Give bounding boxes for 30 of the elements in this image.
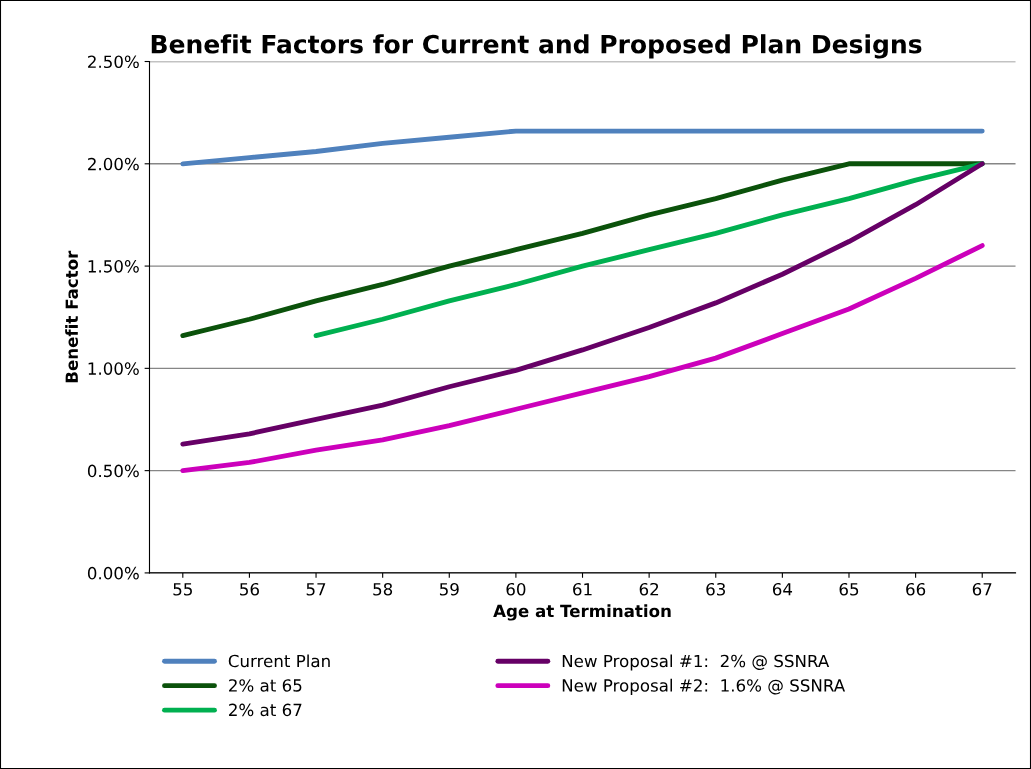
line-series xyxy=(180,128,985,167)
x-tick-label: 63 xyxy=(706,582,726,596)
x-tick-label: 64 xyxy=(772,582,793,596)
x-tick-label: 57 xyxy=(306,583,326,596)
y-tick-label: 0.50% xyxy=(87,464,139,478)
legend-label: 2% at 65 xyxy=(229,679,302,692)
y-tick-label: 1.50% xyxy=(88,260,139,273)
x-tick-label: 55 xyxy=(173,583,192,596)
y-tick-label: 0.00% xyxy=(87,566,139,580)
x-tick-label: 62 xyxy=(639,582,659,596)
y-axis-title: Benefit Factor xyxy=(65,250,79,383)
x-tick-label: 59 xyxy=(439,582,459,596)
chart-title: Benefit Factors for Current and Proposed Plan Designs xyxy=(151,34,922,59)
y-tick-label: 2.50% xyxy=(88,55,139,69)
legend-label: 2% at 67 xyxy=(229,703,302,717)
x-tick-label: 65 xyxy=(839,582,859,596)
y-tick-label: 2.00% xyxy=(88,157,139,171)
x-tick-label: 58 xyxy=(373,582,393,596)
x-tick-label: 67 xyxy=(972,582,992,596)
line-series xyxy=(180,243,985,474)
x-axis-title: Age at Termination xyxy=(493,604,671,621)
line-series xyxy=(180,161,985,447)
legend-label: New Proposal #1: 2% @ SSNRA xyxy=(562,654,830,671)
x-tick-label: 61 xyxy=(573,582,592,596)
x-tick-label: 60 xyxy=(506,582,526,596)
x-tick-label: 56 xyxy=(240,582,259,596)
legend-label: Current Plan xyxy=(228,654,330,668)
x-tick-label: 66 xyxy=(906,582,926,596)
y-tick-label: 1.00% xyxy=(88,362,139,375)
legend-label: New Proposal #2: 1.6% @ SSNRA xyxy=(562,678,846,695)
